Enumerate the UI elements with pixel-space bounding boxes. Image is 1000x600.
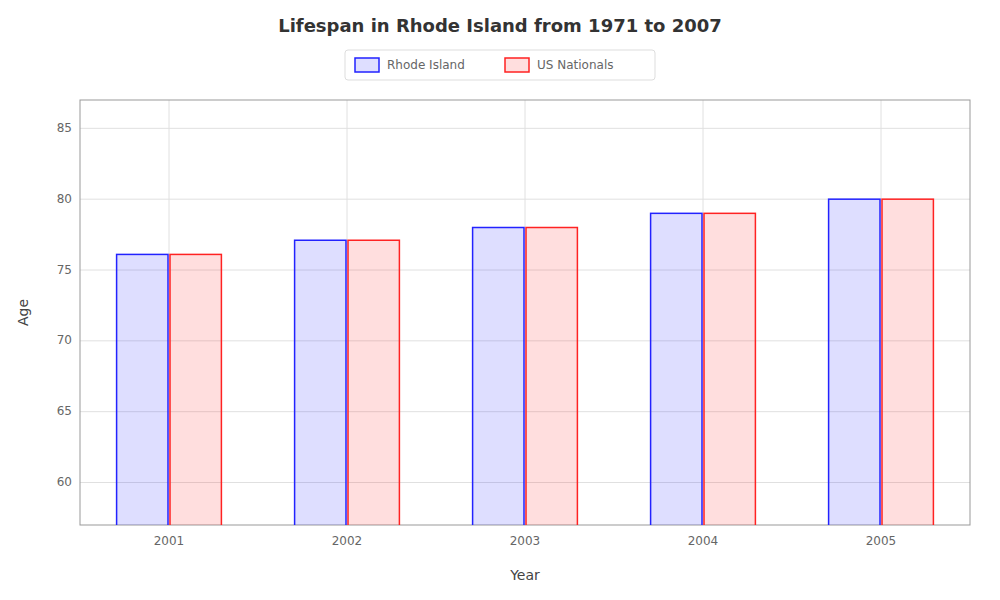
bar <box>473 228 524 526</box>
legend-box <box>345 50 655 80</box>
x-axis-label: Year <box>509 567 540 583</box>
x-tick-label: 2004 <box>688 534 719 548</box>
chart-title: Lifespan in Rhode Island from 1971 to 20… <box>278 15 722 36</box>
bar <box>882 199 933 525</box>
y-tick-label: 65 <box>57 404 72 418</box>
x-tick-label: 2002 <box>332 534 363 548</box>
bar <box>829 199 880 525</box>
chart-container: 60 65 70 75 80 85 2001 2002 2003 2004 2005 Year Age L… <box>0 0 1000 600</box>
bar <box>170 254 221 525</box>
x-tick-label: 2001 <box>154 534 185 548</box>
bar <box>526 228 577 526</box>
y-tick-label: 70 <box>57 333 72 347</box>
x-tick-label: 2003 <box>510 534 541 548</box>
bar <box>651 213 702 525</box>
legend-swatch <box>505 58 529 72</box>
bar <box>117 254 168 525</box>
bar <box>348 240 399 525</box>
x-tick-label: 2005 <box>866 534 897 548</box>
y-tick-label: 60 <box>57 475 72 489</box>
y-axis-label: Age <box>15 299 31 326</box>
y-tick-label: 75 <box>57 263 72 277</box>
legend-label: Rhode Island <box>387 58 465 72</box>
y-tick-label: 80 <box>57 192 72 206</box>
legend: Rhode Island US Nationals <box>345 50 655 80</box>
legend-swatch <box>355 58 379 72</box>
bar <box>295 240 346 525</box>
chart-svg: 60 65 70 75 80 85 2001 2002 2003 2004 2005 Year Age L… <box>0 0 1000 600</box>
bar <box>704 213 755 525</box>
legend-label: US Nationals <box>537 58 613 72</box>
bars <box>117 199 934 525</box>
y-tick-label: 85 <box>57 121 72 135</box>
